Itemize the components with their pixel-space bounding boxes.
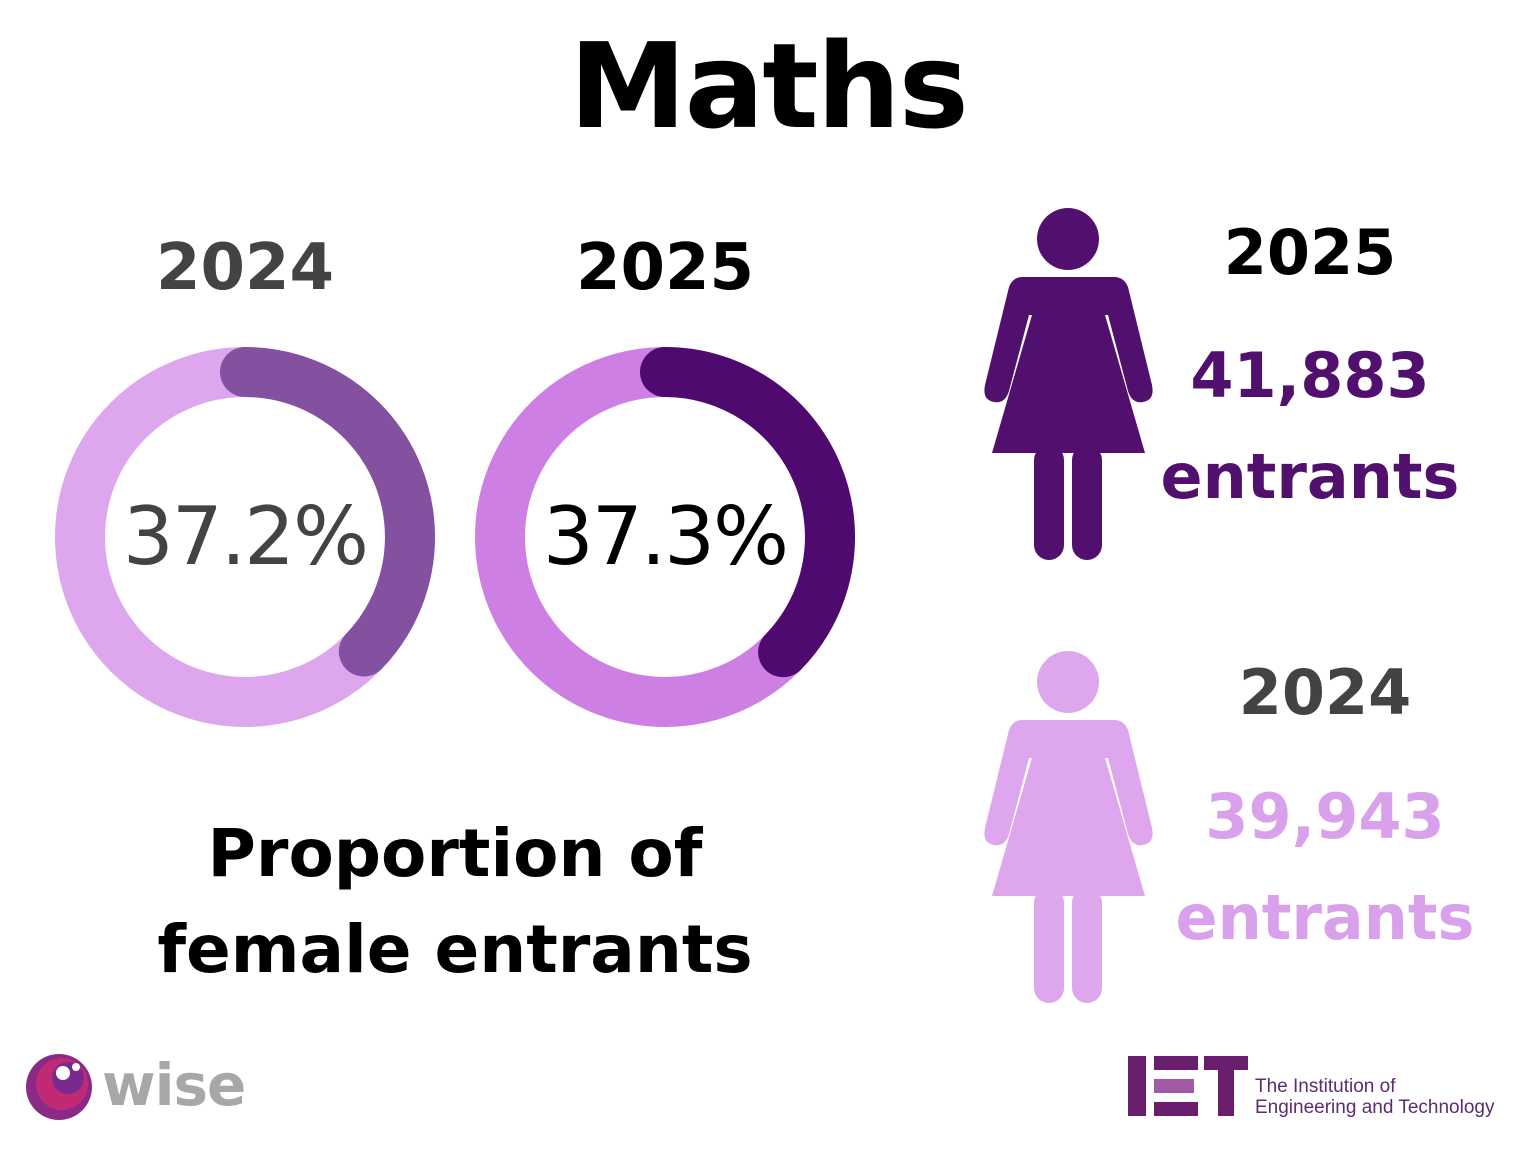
iet-logo-line-2: Engineering and Technology	[1255, 1097, 1495, 1119]
donut-2025-arc	[640, 347, 855, 678]
caption-line-1: Proportion of	[207, 815, 703, 892]
iet-logo-mark	[1128, 1056, 1248, 1116]
entrants-2025-unit: entrants	[1160, 440, 1460, 513]
female-figure-2025-icon	[984, 208, 1153, 560]
female-figure-2024-icon	[984, 651, 1153, 1003]
entrants-2024-unit: entrants	[1175, 881, 1475, 954]
donut-chart-2024	[55, 347, 435, 727]
donut-2024-arc	[220, 347, 435, 677]
donut-2025-percentage: 37.3%	[542, 490, 789, 583]
iet-logo-line-1: The Institution of	[1255, 1076, 1396, 1097]
page-title: Maths	[569, 17, 969, 155]
entrants-2025-count: 41,883	[1190, 339, 1430, 412]
donut-2024-percentage: 37.2%	[122, 490, 369, 583]
entrants-2025-year: 2025	[1223, 216, 1397, 289]
caption-line-2: female entrants	[157, 910, 753, 988]
donut-2024-year: 2024	[155, 231, 335, 305]
wise-logo-icon	[26, 1054, 92, 1120]
wise-logo-text: wise	[102, 1051, 246, 1119]
entrants-2024-count: 39,943	[1205, 780, 1445, 853]
chart-caption: Proportion of female entrants	[140, 806, 770, 997]
donut-2025-year: 2025	[575, 231, 755, 305]
entrants-2024-year: 2024	[1238, 656, 1412, 729]
iet-logo-text: The Institution of Engineering and Techn…	[1255, 1076, 1525, 1119]
donut-chart-2025	[475, 347, 855, 727]
